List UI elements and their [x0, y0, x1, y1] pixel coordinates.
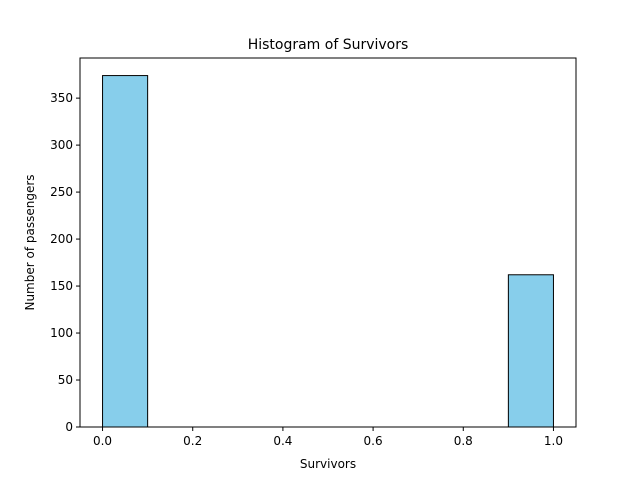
- y-tick-label: 100: [50, 326, 73, 340]
- y-tick-label: 300: [50, 138, 73, 152]
- y-axis-ticks: 0 50 100 150 200 250 300 350: [50, 91, 80, 434]
- y-tick-label: 50: [58, 373, 73, 387]
- x-axis-ticks: 0.0 0.2 0.4 0.6 0.8 1.0: [93, 427, 563, 448]
- histogram-bar-9: [507, 274, 554, 428]
- x-tick-label: 0.0: [93, 434, 112, 448]
- y-tick-label: 200: [50, 232, 73, 246]
- x-axis-label: Survivors: [300, 457, 356, 471]
- y-tick-label: 250: [50, 185, 73, 199]
- y-tick-label: 150: [50, 279, 73, 293]
- axes-layer: [79, 57, 577, 428]
- y-axis-label: Number of passengers: [23, 174, 37, 310]
- x-tick-label: 0.2: [183, 434, 202, 448]
- y-tick-label: 350: [50, 91, 73, 105]
- x-tick-label: 0.8: [454, 434, 473, 448]
- x-tick-label: 1.0: [544, 434, 563, 448]
- plot-frame: [79, 57, 577, 428]
- bars-layer: [102, 75, 554, 428]
- chart-title: Histogram of Survivors: [248, 37, 409, 53]
- x-tick-label: 0.6: [364, 434, 383, 448]
- histogram-bar-0: [102, 75, 149, 428]
- y-tick-label: 0: [65, 420, 73, 434]
- x-tick-label: 0.4: [273, 434, 292, 448]
